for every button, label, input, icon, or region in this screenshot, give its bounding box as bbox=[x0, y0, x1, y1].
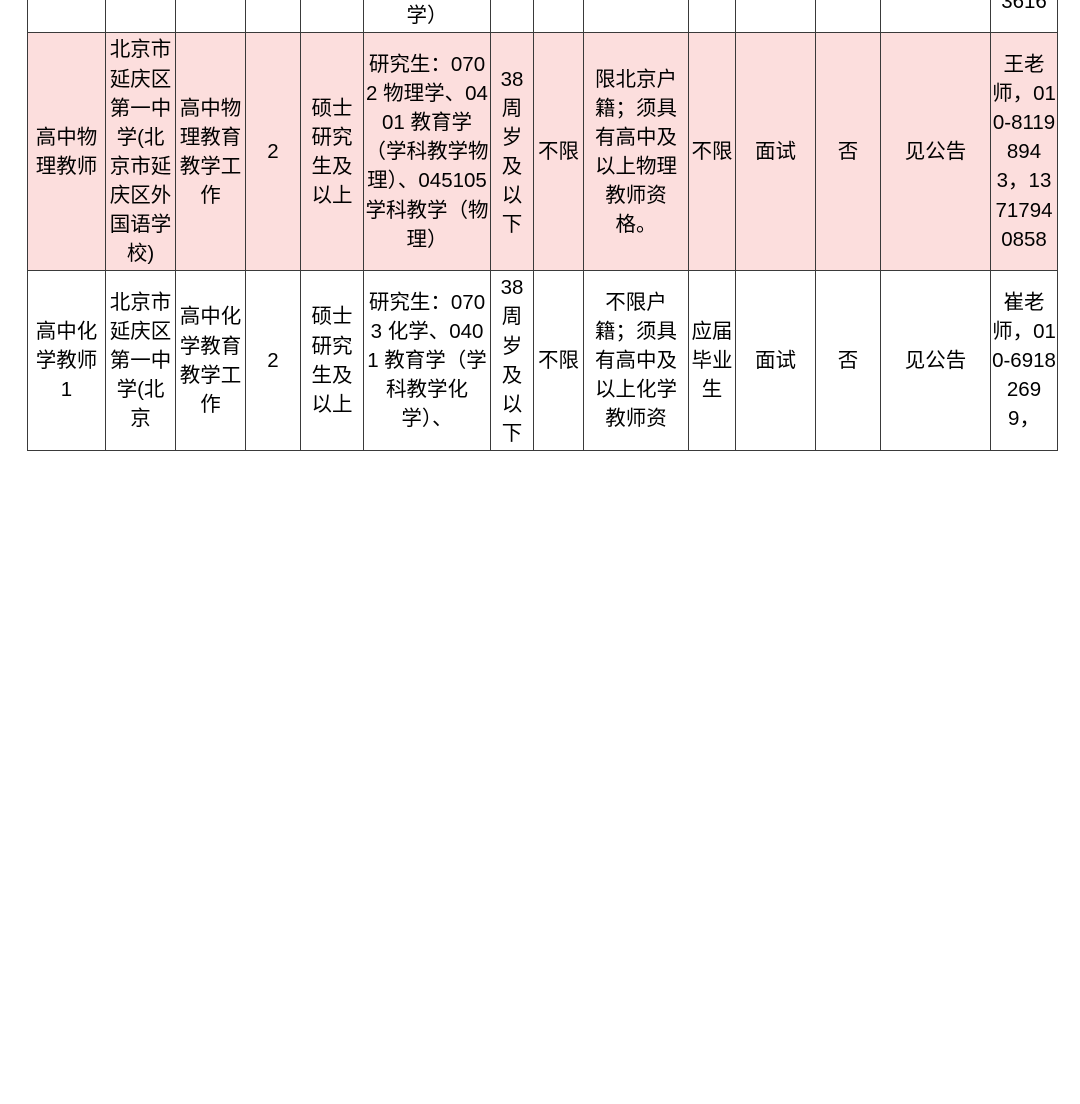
cell-apply-method: 见公告 bbox=[880, 270, 991, 451]
cell-contact: 梅老师，010-61166692，15910313616 bbox=[990, 0, 1058, 34]
cell-age: 38周岁及以下 bbox=[490, 0, 534, 34]
cell-origin-requirement: 应届毕业生 bbox=[688, 270, 736, 451]
cell-contact: 崔老师，010-69182699， bbox=[990, 270, 1058, 451]
cell-major: 研究生：0703 化学、0401 教育学（学科教学化学）、 bbox=[363, 270, 491, 451]
cell-headcount: 2 bbox=[245, 270, 301, 451]
cell-other-requirements: 不限户籍；须具有高中及以上化学教师资 bbox=[583, 270, 689, 451]
cell-exam-method: 面试 bbox=[735, 270, 816, 451]
cell-employer: 北京市延庆区第一中学(北京 bbox=[105, 270, 176, 451]
recruitment-table: 学化学）、0805 材料科学与工程、045106学科教学（化学） 下 学教师资格… bbox=[27, 0, 1058, 451]
cell-apply-method: 见公告 bbox=[880, 0, 991, 34]
cell-written-exam: 否 bbox=[815, 0, 881, 34]
cell-duties: 高中数学教育教学工作 bbox=[175, 0, 246, 34]
cell-origin-requirement: 不限 bbox=[688, 32, 736, 272]
table-row: 高中数学教师 北京市八一实验学校 高中数学教育教学工作 3 硕士研究生及以上 研… bbox=[27, 0, 1058, 34]
cell-other-requirements: 限北京户籍；须具有高中及以上物理教师资格。 bbox=[583, 32, 689, 272]
cell-apply-method: 见公告 bbox=[880, 32, 991, 272]
cell-education: 硕士研究生及以上 bbox=[300, 32, 364, 272]
cell-major: 研究生：0702 物理学、0401 教育学（学科教学物理）、045105学科教学… bbox=[363, 32, 491, 272]
cell-written-exam: 否 bbox=[815, 32, 881, 272]
cell-education: 硕士研究生及以上 bbox=[300, 0, 364, 34]
cell-political-status: 不限 bbox=[533, 270, 584, 451]
cell-position: 高中物理教师 bbox=[27, 32, 106, 272]
cell-position: 高中化学教师 1 bbox=[27, 270, 106, 451]
cell-written-exam: 否 bbox=[815, 270, 881, 451]
cell-age: 38周岁及以下 bbox=[490, 270, 534, 451]
cell-political-status: 不限 bbox=[533, 32, 584, 272]
cell-headcount: 2 bbox=[245, 32, 301, 272]
cell-education: 硕士研究生及以上 bbox=[300, 270, 364, 451]
cell-contact: 王老师，010-81198943，13717940858 bbox=[990, 32, 1058, 272]
cell-employer: 北京市延庆区第一中学(北京市延庆区外国语学校) bbox=[105, 32, 176, 272]
cell-duties: 高中物理教育教学工作 bbox=[175, 32, 246, 272]
table-row: 高中化学教师 1 北京市延庆区第一中学(北京 高中化学教育教学工作 2 硕士研究… bbox=[27, 270, 1058, 451]
cell-duties: 高中化学教育教学工作 bbox=[175, 270, 246, 451]
cell-position: 高中数学教师 bbox=[27, 0, 106, 34]
table-body: 学化学）、0805 材料科学与工程、045106学科教学（化学） 下 学教师资格… bbox=[27, 0, 1058, 451]
cell-headcount: 3 bbox=[245, 0, 301, 34]
cell-age: 38周岁及以下 bbox=[490, 32, 534, 272]
table-row: 高中物理教师 北京市延庆区第一中学(北京市延庆区外国语学校) 高中物理教育教学工… bbox=[27, 32, 1058, 272]
cell-other-requirements: 限北京户籍；须具有高中及以上数学教师资格。 bbox=[583, 0, 689, 34]
cell-exam-method: 面试 bbox=[735, 32, 816, 272]
cell-origin-requirement: 不限 bbox=[688, 0, 736, 34]
cell-exam-method: 面试 bbox=[735, 0, 816, 34]
cell-major: 研究生：0701 数学、0714 统计学、0401 教育学（学科教学数学）、04… bbox=[363, 0, 491, 34]
cell-political-status: 不限 bbox=[533, 0, 584, 34]
cell-employer: 北京市八一实验学校 bbox=[105, 0, 176, 34]
